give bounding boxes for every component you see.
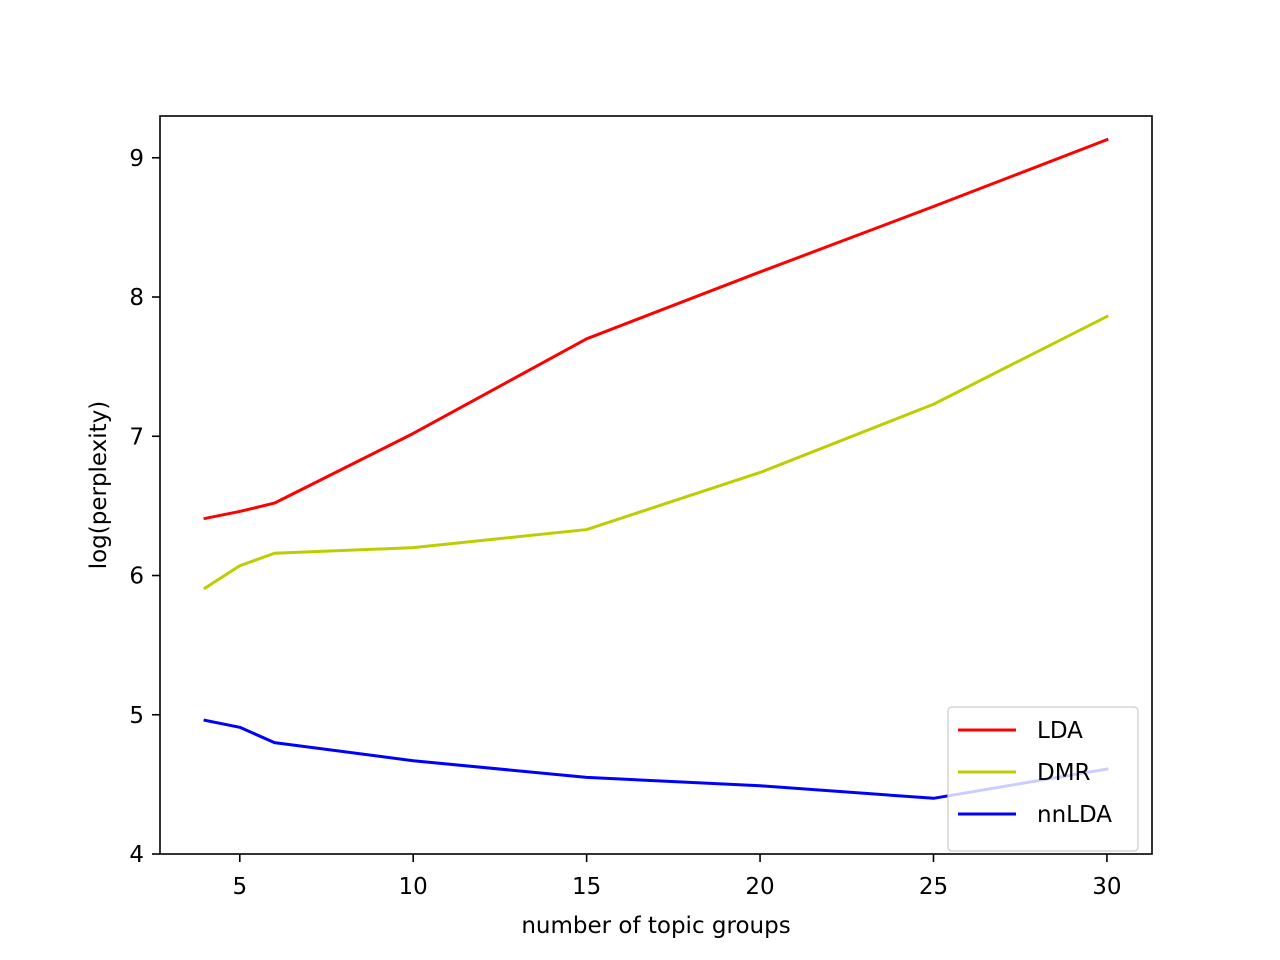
legend-label-nnlda: nnLDA (1037, 802, 1112, 828)
x-tick-label: 15 (572, 874, 601, 900)
y-tick-label: 6 (129, 564, 144, 590)
y-tick-label: 9 (129, 146, 144, 172)
plot-frame (159, 115, 1153, 855)
x-axis-ticks: 5 10 15 20 25 30 (232, 854, 1122, 900)
y-axis-label: log(perplexity) (86, 401, 112, 570)
series-line-lda (203, 137, 1109, 521)
x-tick-label: 30 (1092, 874, 1121, 900)
x-tick-label: 10 (399, 874, 428, 900)
series-line-nnlda (203, 718, 1109, 800)
legend-label-lda: LDA (1037, 718, 1083, 744)
series-layer (203, 137, 1109, 800)
y-tick-label: 5 (129, 703, 144, 729)
y-tick-label: 8 (129, 285, 144, 311)
y-tick-label: 7 (129, 424, 144, 450)
x-tick-label: 20 (745, 874, 774, 900)
x-tick-label: 5 (232, 874, 247, 900)
legend: LDA DMR nnLDA (947, 706, 1139, 852)
y-tick-label: 4 (129, 842, 144, 868)
legend-label-dmr: DMR (1037, 760, 1091, 786)
y-axis-ticks: 4 5 6 7 8 9 (129, 146, 160, 868)
x-axis-label: number of topic groups (521, 913, 790, 939)
series-line-dmr (203, 314, 1109, 591)
x-tick-label: 25 (919, 874, 948, 900)
